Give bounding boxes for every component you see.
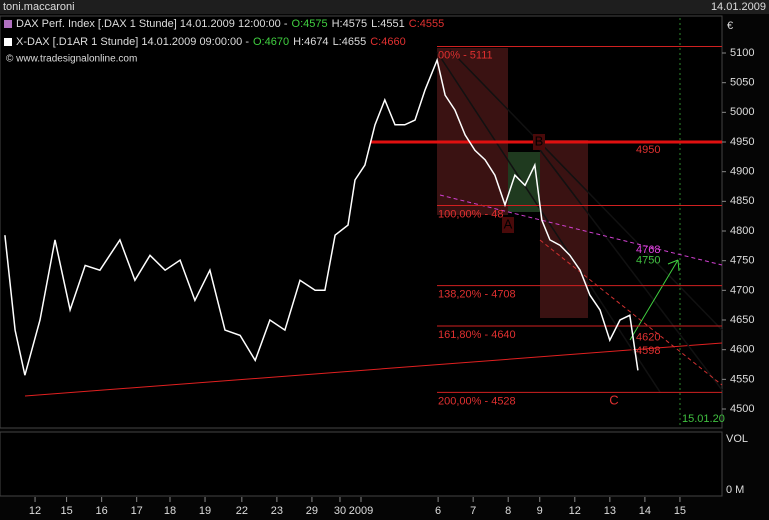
legend-value: O:4575 bbox=[292, 18, 328, 30]
y-tick-label: 4750 bbox=[730, 255, 754, 267]
y-tick-label: 4900 bbox=[730, 166, 754, 178]
fib-label: 100,00% - 48 bbox=[438, 208, 503, 220]
legend-value: L:4551 bbox=[371, 18, 405, 30]
volume-label: VOL bbox=[726, 433, 748, 445]
volume-panel bbox=[0, 431, 723, 497]
x-tick-label: 29 bbox=[306, 505, 318, 517]
legend-swatch bbox=[4, 20, 12, 28]
date-label: 15.01.20 bbox=[682, 413, 725, 425]
volume-zero: 0 M bbox=[726, 484, 744, 496]
y-tick-label: 4800 bbox=[730, 225, 754, 237]
x-tick-label: 8 bbox=[505, 505, 511, 517]
x-tick-label: 22 bbox=[236, 505, 248, 517]
price-mark: 4598 bbox=[636, 345, 660, 357]
point-label: C bbox=[609, 392, 618, 407]
x-tick-label: 30 bbox=[334, 505, 346, 517]
copyright: © www.tradesignalonline.com bbox=[6, 54, 137, 65]
top-bar bbox=[0, 0, 769, 14]
legend-value: H:4575 bbox=[332, 18, 367, 30]
x-tick-label: 23 bbox=[271, 505, 283, 517]
x-tick-label: 12 bbox=[29, 505, 41, 517]
legend-swatch bbox=[4, 38, 12, 46]
x-tick-label: 18 bbox=[164, 505, 176, 517]
price-mark: 4620 bbox=[636, 332, 660, 344]
channel-line bbox=[539, 149, 723, 391]
x-tick-label: 19 bbox=[199, 505, 211, 517]
y-tick-label: 5000 bbox=[730, 106, 754, 118]
y-tick-label: 4700 bbox=[730, 284, 754, 296]
zone-box bbox=[437, 48, 508, 215]
point-label: B bbox=[535, 133, 544, 148]
x-tick-label: 14 bbox=[639, 505, 651, 517]
legend-value: L:4655 bbox=[333, 36, 367, 48]
trend-line bbox=[539, 239, 723, 386]
arrow bbox=[629, 259, 679, 341]
fib-label: 00% - 5111 bbox=[438, 49, 493, 61]
y-tick-label: 4600 bbox=[730, 344, 754, 356]
point-box bbox=[502, 217, 514, 233]
legend-entry: X-DAX [.D1AR 1 Stunde] 14.01.2009 09:00:… bbox=[16, 36, 249, 48]
y-tick-label: 4850 bbox=[730, 195, 754, 207]
x-tick-label: 13 bbox=[604, 505, 616, 517]
fib-label: 161,80% - 4640 bbox=[438, 329, 516, 341]
x-tick-label: 9 bbox=[537, 505, 543, 517]
y-tick-label: 5100 bbox=[730, 47, 754, 59]
price-mark: 4768 bbox=[636, 244, 660, 256]
arrow-head bbox=[667, 259, 680, 272]
channel-line bbox=[436, 51, 661, 393]
legend-value: H:4674 bbox=[293, 36, 328, 48]
x-tick-label: 12 bbox=[569, 505, 581, 517]
x-tick-label: 16 bbox=[96, 505, 108, 517]
price-line bbox=[4, 57, 639, 376]
legend-value: C:4555 bbox=[409, 18, 444, 30]
legend-entry: DAX Perf. Index [.DAX 1 Stunde] 14.01.20… bbox=[16, 18, 288, 30]
fib-label: 138,20% - 4708 bbox=[438, 289, 516, 301]
support-line bbox=[24, 342, 723, 397]
legend-value: O:4670 bbox=[253, 36, 289, 48]
y-tick-label: 4950 bbox=[730, 136, 754, 148]
x-tick-label: 15 bbox=[60, 505, 72, 517]
currency: € bbox=[727, 20, 733, 32]
x-tick-label: 17 bbox=[131, 505, 143, 517]
x-tick-label: 7 bbox=[470, 505, 476, 517]
point-label: A bbox=[504, 216, 513, 231]
top-date: 14.01.2009 bbox=[711, 1, 766, 13]
point-box bbox=[533, 134, 545, 150]
y-tick-label: 4500 bbox=[730, 403, 754, 415]
fib-label: 200,00% - 4528 bbox=[438, 395, 516, 407]
x-tick-label: 2009 bbox=[349, 505, 373, 517]
x-tick-label: 15 bbox=[674, 505, 686, 517]
price-panel bbox=[0, 15, 723, 429]
resistance-label: 4950 bbox=[636, 144, 660, 156]
user-name: toni.maccaroni bbox=[3, 1, 75, 13]
y-tick-label: 4550 bbox=[730, 373, 754, 385]
channel-line bbox=[449, 49, 723, 331]
price-mark: 4750 bbox=[636, 255, 660, 267]
y-tick-label: 4650 bbox=[730, 314, 754, 326]
y-tick-label: 5050 bbox=[730, 77, 754, 89]
legend-value: C:4660 bbox=[370, 36, 405, 48]
x-tick-label: 6 bbox=[435, 505, 441, 517]
zone-box bbox=[540, 140, 588, 318]
